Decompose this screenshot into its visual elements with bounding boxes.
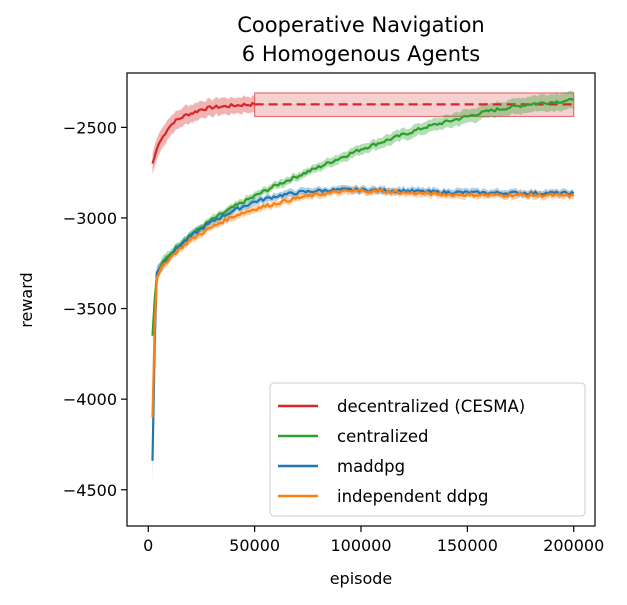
legend-box — [269, 382, 586, 517]
y-tick-label: −4000 — [63, 390, 117, 409]
chart-title-line1: Cooperative Navigation — [237, 13, 484, 37]
x-axis-label: episode — [330, 569, 393, 588]
y-tick-label: −3500 — [63, 300, 117, 319]
y-tick-label: −4500 — [63, 481, 117, 500]
y-axis-ticks: −2500 −3000 −3500 −4000 −4500 — [63, 118, 127, 500]
x-tick-label: 200000 — [543, 536, 604, 555]
x-tick-label: 100000 — [330, 536, 391, 555]
band-decentralized-cesma- — [152, 95, 255, 175]
legend-label-centralized: centralized — [337, 427, 429, 446]
legend-label-maddpg: maddpg — [337, 457, 405, 476]
x-tick-label: 150000 — [437, 536, 498, 555]
chart-title-line2: 6 Homogenous Agents — [242, 42, 480, 66]
x-tick-label: 50000 — [229, 536, 280, 555]
x-axis-ticks: 0 50000 100000 150000 200000 — [143, 526, 604, 555]
y-tick-label: −2500 — [63, 118, 117, 137]
x-tick-label: 0 — [143, 536, 153, 555]
series-lines — [151, 97, 575, 461]
legend-label-independent-ddpg: independent ddpg — [337, 487, 488, 506]
line-decentralized-cesma- — [151, 101, 256, 164]
line-independent-ddpg — [151, 188, 575, 418]
line-maddpg — [151, 187, 575, 461]
legend-items: decentralized (CESMA) centralized maddpg in… — [278, 397, 525, 506]
legend: decentralized (CESMA) centralized maddpg in… — [269, 382, 586, 517]
y-axis-label: reward — [17, 272, 36, 327]
y-tick-label: −3000 — [63, 209, 117, 228]
legend-label-decentralized-cesma-: decentralized (CESMA) — [337, 397, 525, 416]
line-centralized — [151, 97, 575, 336]
